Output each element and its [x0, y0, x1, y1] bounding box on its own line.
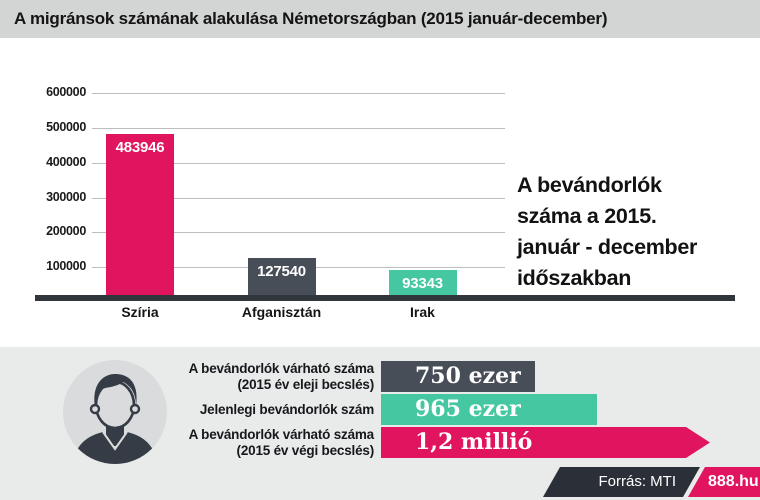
grid-line [92, 93, 505, 95]
y-tick-label: 100000 [46, 259, 86, 274]
y-tick-label: 600000 [46, 85, 86, 100]
summary-bar-1: 750 ezer [381, 361, 535, 392]
chart-annotation: A bevándorlók száma a 2015. január - decem… [517, 170, 759, 294]
summary-label: A bevándorlók várható száma (2015 év végi… [100, 427, 375, 459]
bar-afganisztan: 127540 [247, 257, 316, 300]
summary-bar-2: 965 ezer [381, 394, 597, 425]
summary-label-line: Jelenlegi bevándorlók szám [199, 402, 374, 417]
grid-line [92, 128, 505, 129]
header: A migránsok számának alakulása Németorsz… [0, 0, 760, 38]
summary-label: Jelenlegi bevándorlók szám [100, 402, 374, 418]
person-avatar [63, 360, 167, 464]
y-tick-label: 500000 [46, 120, 86, 134]
summary-bar-3: 1,2 millió [381, 427, 710, 458]
brand-badge[interactable]: 888.hu [688, 467, 760, 497]
annotation-line: január - december [517, 235, 698, 259]
source-badge: Forrás: MTI [543, 467, 700, 497]
category-label-irak: Irak [410, 304, 435, 320]
source-label: Forrás: MTI [598, 473, 676, 490]
summary-label-line: A bevándorlók várható száma [188, 361, 375, 376]
summary-label-line: A bevándorlók várható száma [188, 427, 375, 442]
brand-label: 888.hu [708, 473, 759, 490]
bar-irak: 93343 [388, 269, 457, 300]
annotation-line: száma a 2015. [517, 204, 657, 228]
summary-bar-value: 1,2 millió [415, 429, 533, 455]
bar-value-label: 127540 [257, 262, 306, 280]
grid-line [92, 162, 505, 164]
bar-sziria: 483946 [106, 133, 174, 300]
category-label-sziria: Szíria [121, 304, 159, 320]
chart-baseline [35, 295, 735, 301]
bar-value-label: 483946 [115, 138, 165, 156]
y-tick-label: 300000 [46, 189, 86, 204]
category-label-afganisztan: Afganisztán [241, 304, 322, 320]
summary-label-line: (2015 év végi becslés) [236, 443, 375, 458]
y-tick-label: 400000 [46, 154, 86, 169]
summary-bar-value: 750 ezer [415, 363, 521, 389]
page-title: A migránsok számának alakulása Németorsz… [14, 9, 608, 28]
bar-value-label: 93343 [402, 274, 443, 292]
annotation-line: A bevándorlók [517, 173, 662, 197]
summary-label: A bevándorlók várható száma (2015 év elej… [100, 361, 375, 393]
summary-label-line: (2015 év eleji becslés) [237, 377, 375, 392]
summary-bar-value: 965 ezer [415, 396, 521, 422]
y-tick-label: 200000 [46, 224, 86, 239]
grid-line [92, 197, 505, 199]
annotation-line: időszakban [517, 266, 632, 290]
grid-line [92, 232, 505, 234]
